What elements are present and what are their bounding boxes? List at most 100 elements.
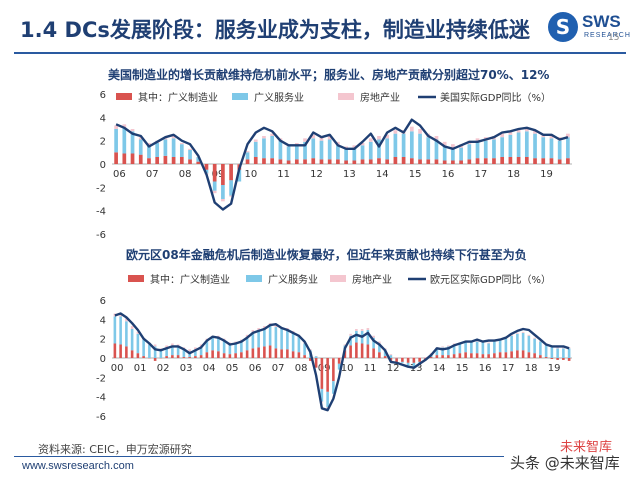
bar-segment xyxy=(240,341,243,353)
bar-segment xyxy=(409,158,414,164)
bar-segment xyxy=(389,355,393,358)
bar-segment xyxy=(424,357,427,358)
legend-swatch xyxy=(246,275,262,282)
x-tick-label: 16 xyxy=(442,169,455,180)
y-tick-label: -2 xyxy=(96,373,106,384)
bar-segment xyxy=(270,136,275,159)
bar-segment xyxy=(138,137,143,140)
bar-segment xyxy=(458,343,462,354)
bar-segment xyxy=(393,130,398,134)
bar-segment xyxy=(253,139,258,142)
x-tick-label: 03 xyxy=(180,363,193,374)
bar-segment xyxy=(221,185,225,199)
bar-segment xyxy=(441,346,444,348)
watermark: 头条 @未来智库 xyxy=(510,454,620,472)
bar-segment xyxy=(130,131,135,154)
bar-segment xyxy=(240,352,243,358)
sws-logo: S SWS RESEARCH xyxy=(548,10,632,46)
bar-segment xyxy=(500,133,505,138)
bar-segment xyxy=(194,356,197,358)
bar-segment xyxy=(142,356,145,358)
bar-segment xyxy=(426,137,431,160)
bar-segment xyxy=(418,159,422,164)
x-tick-label: 10 xyxy=(341,363,354,374)
bar-segment xyxy=(562,358,565,360)
bar-segment xyxy=(562,348,565,358)
bar-segment xyxy=(286,329,289,350)
bar-segment xyxy=(303,355,306,358)
bar-segment xyxy=(163,155,168,164)
bar-segment xyxy=(566,137,570,159)
x-tick-label: 05 xyxy=(226,363,239,374)
x-tick-label: 07 xyxy=(146,169,159,180)
x-tick-label: 16 xyxy=(479,363,492,374)
bar-segment xyxy=(153,344,157,347)
x-tick-label: 11 xyxy=(364,363,377,374)
source-note: 资料来源: CEIC，申万宏源研究 xyxy=(38,443,192,456)
bar-segment xyxy=(294,146,299,160)
bar-segment xyxy=(401,357,404,358)
bar-segment xyxy=(389,354,393,356)
bar-segment xyxy=(253,157,258,164)
bar-segment xyxy=(498,352,502,358)
bar-segment xyxy=(176,355,180,358)
bar-segment xyxy=(355,342,358,358)
bar-segment xyxy=(278,159,283,164)
bar-segment xyxy=(205,352,209,358)
bar-segment xyxy=(360,329,364,331)
bar-segment xyxy=(504,352,508,358)
bar-segment xyxy=(377,136,381,140)
bar-segment xyxy=(286,349,289,358)
bar-segment xyxy=(533,337,536,339)
logo-subtitle: RESEARCH xyxy=(584,32,631,39)
bar-segment xyxy=(320,388,324,402)
bar-segment xyxy=(557,159,562,164)
bar-segment xyxy=(524,157,529,164)
bar-segment xyxy=(263,328,266,347)
x-tick-label: 04 xyxy=(203,363,216,374)
bar-segment xyxy=(204,164,209,170)
x-tick-label: 19 xyxy=(540,169,553,180)
legend-label: 房地产业 xyxy=(352,273,392,286)
bar-segment xyxy=(447,346,450,356)
bar-segment xyxy=(212,164,217,182)
bar-segment xyxy=(366,329,370,345)
bar-segment xyxy=(251,329,255,332)
bar-segment xyxy=(211,350,214,358)
bar-segment xyxy=(337,358,341,364)
bar-segment xyxy=(291,332,295,352)
bar-segment xyxy=(541,137,546,159)
bar-segment xyxy=(222,353,226,358)
bar-segment xyxy=(280,349,283,358)
bar-segment xyxy=(262,138,266,159)
x-tick-label: 18 xyxy=(507,169,520,180)
bar-segment xyxy=(475,158,480,164)
bar-segment xyxy=(516,157,521,164)
bar-segment xyxy=(524,127,529,132)
bar-segment xyxy=(229,180,233,196)
bar-segment xyxy=(539,341,542,356)
footer-divider xyxy=(14,456,504,457)
bar-segment xyxy=(147,145,151,159)
website-link[interactable]: www.swsresearch.com xyxy=(22,460,134,472)
bar-segment xyxy=(171,136,176,139)
bar-segment xyxy=(539,355,542,358)
bar-segment xyxy=(268,325,272,346)
bar-segment xyxy=(464,341,467,353)
bar-segment xyxy=(452,354,456,358)
bar-segment xyxy=(327,159,332,164)
bar-segment xyxy=(401,361,404,363)
bar-segment xyxy=(274,327,278,349)
bar-segment xyxy=(176,346,180,356)
bar-segment xyxy=(355,329,358,331)
bar-segment xyxy=(544,357,548,358)
bar-segment xyxy=(377,139,381,159)
bar-segment xyxy=(516,333,519,351)
legend-label: 广义服务业 xyxy=(254,91,304,104)
bar-segment xyxy=(556,358,559,360)
bar-segment xyxy=(171,345,174,356)
bar-segment xyxy=(136,353,140,358)
bar-segment xyxy=(549,138,554,159)
bar-segment xyxy=(567,348,571,358)
bar-segment xyxy=(470,341,473,354)
